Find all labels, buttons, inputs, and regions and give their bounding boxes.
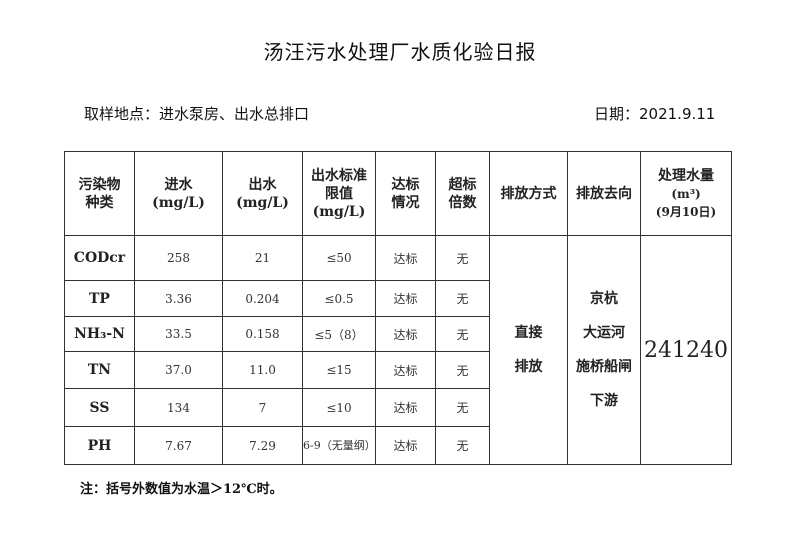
cell-limit: ≤10: [302, 388, 376, 427]
cell-status: 达标: [375, 388, 436, 427]
header-limit: 出水标准 限值 (mg/L): [302, 151, 376, 236]
cell-effluent: 7.29: [222, 426, 303, 465]
header-influent: 进水(mg/L): [134, 151, 223, 236]
header-treated-volume: 处理水量 (m³) (9月10日): [640, 151, 732, 236]
cell-discharge-destination: 京杭 大运河 施桥船闸 下游: [567, 235, 641, 465]
cell-discharge-method: 直接 排放: [489, 235, 568, 465]
cell-status: 达标: [375, 351, 436, 389]
table-row: TN 37.0 11.0 ≤15 达标无: [64, 351, 732, 389]
cell-pollutant: CODcr: [64, 235, 135, 281]
header-exceed: 超标倍数: [435, 151, 490, 236]
cell-effluent: 0.204: [222, 280, 303, 317]
cell-pollutant: TP: [64, 280, 135, 317]
cell-limit: 6-9（无量纲）: [302, 426, 376, 465]
header-discharge-destination: 排放去向: [567, 151, 641, 236]
cell-influent: 134: [134, 388, 223, 427]
cell-limit: ≤15: [302, 351, 376, 389]
cell-effluent: 0.158: [222, 316, 303, 352]
report-title: 汤汪污水处理厂水质化验日报: [263, 40, 537, 64]
table-row: PH 7.67 7.29 6-9（无量纲） 达标无: [64, 426, 732, 465]
cell-effluent: 21: [222, 235, 303, 281]
cell-pollutant: TN: [64, 351, 135, 389]
cell-exceed: 无: [435, 426, 490, 465]
cell-exceed: 无: [435, 351, 490, 389]
table-row: CODcr 258 21 ≤50 达标无直接 排放 京杭 大运河 施桥船闸 下游 241240: [64, 235, 732, 465]
table-row: NH₃-N 33.5 0.158 ≤5（8） 达标无: [64, 316, 732, 352]
sampling-location: 取样地点：进水泵房、出水总排口: [84, 105, 310, 123]
cell-effluent: 11.0: [222, 351, 303, 389]
cell-influent: 33.5: [134, 316, 223, 352]
cell-exceed: 无: [435, 316, 490, 352]
header-status: 达标情况: [375, 151, 436, 236]
header-pollutant: 污染物种类: [64, 151, 135, 236]
cell-pollutant: SS: [64, 388, 135, 427]
cell-status: 达标: [375, 280, 436, 317]
cell-pollutant: NH₃-N: [64, 316, 135, 352]
header-effluent: 出水(mg/L): [222, 151, 303, 236]
cell-influent: 37.0: [134, 351, 223, 389]
cell-exceed: 无: [435, 280, 490, 317]
header-row: 污染物种类 进水(mg/L) 出水(mg/L) 出水标准 限值 (mg/L) 达标情…: [64, 151, 732, 236]
cell-influent: 7.67: [134, 426, 223, 465]
cell-limit: ≤50: [302, 235, 376, 281]
cell-status: 达标: [375, 235, 436, 281]
cell-influent: 3.36: [134, 280, 223, 317]
cell-exceed: 无: [435, 235, 490, 281]
header-discharge-method: 排放方式: [489, 151, 568, 236]
water-quality-table: 污染物种类 进水(mg/L) 出水(mg/L) 出水标准 限值 (mg/L) 达标情…: [64, 151, 732, 465]
cell-pollutant: PH: [64, 426, 135, 465]
table-row: TP 3.36 0.204 ≤0.5 达标无: [64, 280, 732, 317]
cell-exceed: 无: [435, 388, 490, 427]
report-date: 日期：2021.9.11: [594, 105, 716, 123]
cell-status: 达标: [375, 426, 436, 465]
cell-influent: 258: [134, 235, 223, 281]
cell-treated-volume: 241240: [640, 235, 732, 465]
cell-status: 达标: [375, 316, 436, 352]
table-row: SS 134 7 ≤10 达标无: [64, 388, 732, 427]
footnote: 注：括号外数值为水温＞12℃时。: [80, 482, 283, 497]
cell-limit: ≤5（8）: [302, 316, 376, 352]
cell-effluent: 7: [222, 388, 303, 427]
cell-limit: ≤0.5: [302, 280, 376, 317]
